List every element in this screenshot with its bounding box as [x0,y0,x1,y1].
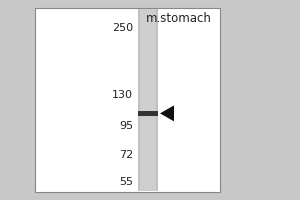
Text: 95: 95 [119,121,133,131]
Bar [138,111,158,116]
Text: 130: 130 [112,90,133,100]
Text: 55: 55 [119,177,133,187]
Text: 250: 250 [112,23,133,33]
Text: 72: 72 [119,150,133,160]
Bar [140,9,156,191]
Bar [35,8,220,192]
Bar [138,9,158,191]
Polygon shape [160,105,174,121]
Text: m.stomach: m.stomach [146,11,212,24]
